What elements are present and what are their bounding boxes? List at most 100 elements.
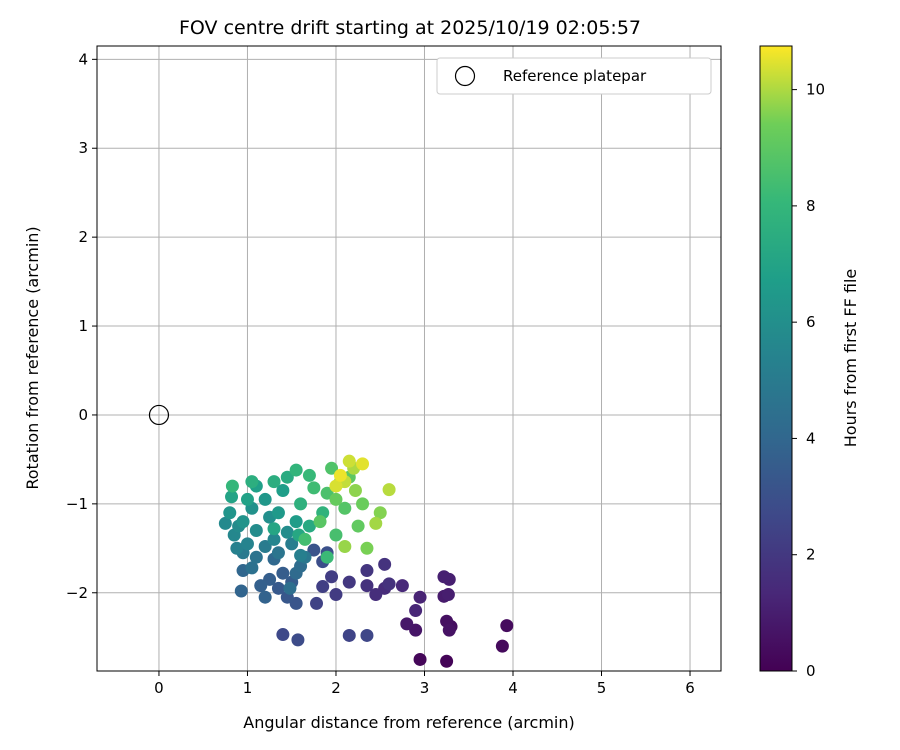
data-point: [338, 540, 352, 554]
x-tick-label: 5: [597, 679, 607, 697]
data-point: [271, 581, 285, 595]
legend-box: [436, 57, 712, 95]
data-point: [234, 584, 248, 598]
data-point: [500, 619, 514, 633]
x-tick-label: 2: [331, 679, 341, 697]
data-point: [302, 468, 316, 482]
x-tick-label: 4: [508, 679, 518, 697]
colorbar-tick-label: 10: [806, 81, 825, 99]
data-point: [245, 475, 259, 489]
data-point: [225, 479, 239, 493]
data-point: [395, 579, 409, 593]
x-tick-label: 0: [154, 679, 164, 697]
data-point: [342, 628, 356, 642]
data-point: [348, 484, 362, 498]
data-point: [276, 566, 290, 580]
data-point: [254, 579, 268, 593]
y-tick-label: 3: [78, 139, 88, 157]
legend-label: Reference platepar: [503, 67, 647, 85]
data-point: [236, 515, 250, 529]
data-point: [437, 570, 451, 584]
data-point: [267, 532, 281, 546]
data-point: [283, 581, 297, 595]
data-point: [218, 516, 232, 530]
data-point: [280, 470, 294, 484]
x-axis-label: Angular distance from reference (arcmin): [243, 713, 574, 732]
colorbar-tick-label: 6: [806, 313, 816, 331]
data-point: [442, 623, 456, 637]
data-point: [310, 596, 324, 610]
data-point: [240, 492, 254, 506]
colorbar-ticks: 0 2 4 6 8 10: [792, 81, 825, 680]
data-point: [360, 564, 374, 578]
data-point: [382, 483, 396, 497]
data-point: [440, 654, 454, 668]
data-point: [249, 550, 263, 564]
data-point: [267, 522, 281, 536]
data-point: [291, 633, 305, 647]
data-point: [369, 516, 383, 530]
data-point: [382, 577, 396, 591]
x-tick-label: 3: [420, 679, 430, 697]
colorbar: 0 2 4 6 8 10 Hours from first FF file: [759, 45, 860, 680]
data-point: [409, 604, 423, 618]
data-point: [441, 588, 455, 602]
data-point: [258, 540, 272, 554]
data-point: [289, 515, 303, 529]
data-point: [307, 543, 321, 557]
y-tick-label: −1: [66, 495, 88, 513]
data-point: [342, 454, 356, 468]
data-point: [360, 579, 374, 593]
colorbar-tick-label: 2: [806, 546, 816, 564]
y-tick-label: 2: [78, 228, 88, 246]
data-point: [360, 628, 374, 642]
data-points: [218, 454, 514, 668]
y-axis-label: Rotation from reference (arcmin): [23, 226, 42, 489]
colorbar-tick-label: 4: [806, 429, 816, 447]
colorbar-tick-label: 8: [806, 197, 816, 215]
data-point: [249, 524, 263, 538]
chart-title: FOV centre drift starting at 2025/10/19 …: [179, 17, 641, 39]
x-axis-ticks: 0 1 2 3 4 5 6: [154, 671, 695, 697]
data-point: [320, 550, 334, 564]
data-point: [271, 506, 285, 520]
data-point: [413, 590, 427, 604]
data-point: [313, 515, 327, 529]
data-point: [302, 519, 316, 533]
reference-platepar-marker: [148, 404, 170, 426]
data-point: [356, 497, 370, 511]
data-point: [329, 479, 343, 493]
data-point: [373, 506, 387, 520]
data-point: [230, 541, 244, 555]
data-point: [333, 468, 347, 482]
data-point: [378, 557, 392, 571]
data-point: [369, 588, 383, 602]
data-point: [267, 475, 281, 489]
data-point: [289, 463, 303, 477]
data-point: [342, 575, 356, 589]
data-point: [351, 519, 365, 533]
colorbar-label: Hours from first FF file: [841, 269, 860, 448]
data-point: [495, 639, 509, 653]
data-point: [329, 588, 343, 602]
data-point: [325, 570, 339, 584]
y-axis-ticks: −2 −1 0 1 2 3 4: [66, 50, 97, 602]
data-point: [413, 652, 427, 666]
y-tick-label: −2: [66, 584, 88, 602]
grid: [97, 46, 721, 671]
data-point: [360, 541, 374, 555]
data-point: [329, 492, 343, 506]
data-point: [276, 484, 290, 498]
data-point: [298, 532, 312, 546]
data-point: [280, 525, 294, 539]
data-point: [307, 481, 321, 495]
data-point: [276, 628, 290, 642]
data-point: [258, 492, 272, 506]
data-point: [329, 528, 343, 542]
x-tick-label: 1: [243, 679, 253, 697]
data-point: [258, 590, 272, 604]
y-tick-label: 0: [78, 406, 88, 424]
legend: Reference platepar: [436, 57, 712, 95]
reference-marker-group: [148, 404, 170, 426]
